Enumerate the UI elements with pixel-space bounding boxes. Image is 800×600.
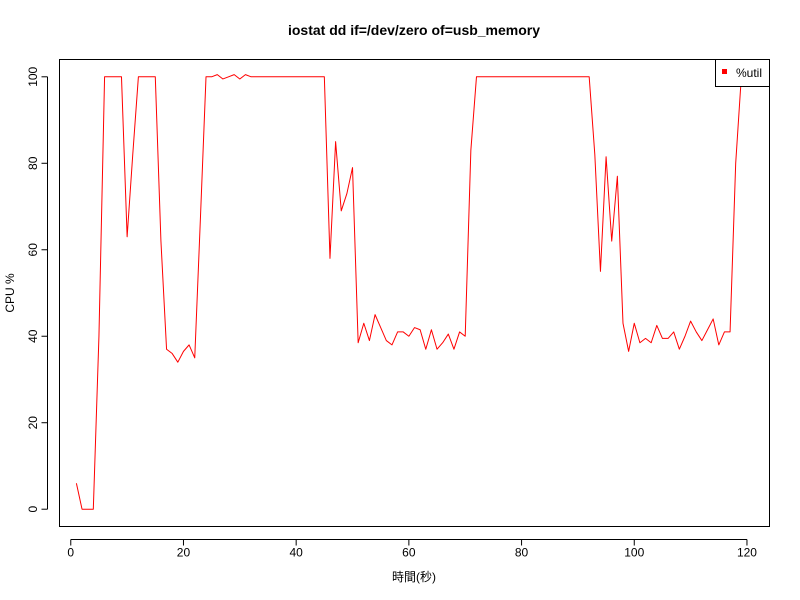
y-axis: 0 20 40 60 80 100 <box>26 66 48 513</box>
x-tick-label: 100 <box>624 546 644 560</box>
legend-swatch <box>722 69 727 74</box>
plot-frame <box>59 59 770 527</box>
y-tick-label: 20 <box>26 416 40 430</box>
y-tick-label: 0 <box>26 506 40 513</box>
y-tick-label: 100 <box>26 66 40 86</box>
x-tick-label: 40 <box>289 546 303 560</box>
y-tick-label: 80 <box>26 156 40 170</box>
x-tick-label: 60 <box>402 546 416 560</box>
x-tick-label: 0 <box>67 546 74 560</box>
x-axis-label: 時間(秒) <box>392 570 436 584</box>
y-tick-label: 40 <box>26 329 40 343</box>
y-tick-label: 60 <box>26 243 40 257</box>
x-tick-label: 120 <box>737 546 757 560</box>
legend: %util <box>715 59 770 87</box>
x-axis: 0 20 40 60 80 100 120 <box>67 539 757 560</box>
y-axis-label: CPU % <box>3 273 17 313</box>
legend-label: %util <box>736 66 762 80</box>
chart-title: iostat dd if=/dev/zero of=usb_memory <box>288 22 540 38</box>
x-tick-label: 80 <box>515 546 529 560</box>
x-tick-label: 20 <box>177 546 191 560</box>
series-layer <box>75 74 742 510</box>
series-line-0 <box>75 74 742 510</box>
